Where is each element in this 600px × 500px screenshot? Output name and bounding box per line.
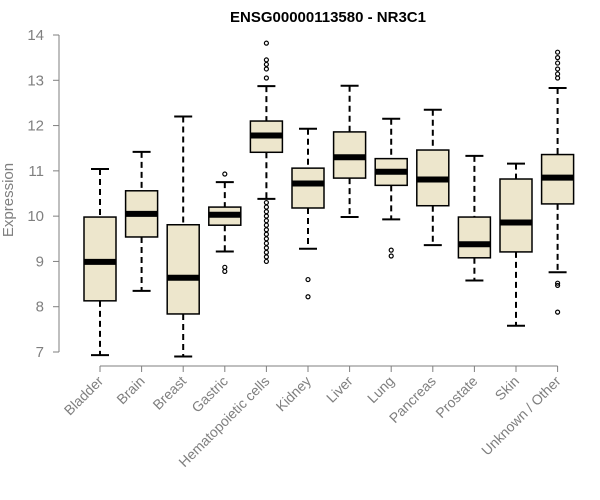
outlier-point (263, 61, 269, 68)
y-tick-label: 8 (36, 299, 44, 316)
outlier-point (222, 171, 228, 177)
outlier-point (263, 249, 269, 255)
box-prostate (457, 154, 492, 282)
outlier-point (222, 268, 228, 274)
y-tick-label: 11 (28, 163, 44, 180)
outlier-point (554, 60, 561, 66)
x-tick-label: Unknown / Other (478, 373, 564, 459)
outlier-point (554, 49, 561, 55)
outlier-point (554, 282, 561, 289)
outlier-point (263, 66, 269, 72)
outlier-point (263, 231, 269, 237)
outlier-point (263, 199, 269, 206)
iqr-box (457, 216, 492, 259)
outlier-point (263, 258, 269, 265)
outlier-point (305, 276, 311, 283)
y-tick-label: 14 (27, 27, 44, 44)
box-kidney (291, 127, 325, 300)
outlier-point (263, 236, 269, 242)
outlier-point (263, 240, 269, 246)
box-unknown-other (540, 49, 575, 315)
y-tick-label: 9 (36, 253, 44, 270)
outlier-point (263, 204, 269, 210)
outlier-point (554, 280, 561, 286)
outlier-point (554, 75, 561, 81)
outlier-point (263, 213, 269, 219)
outlier-point (305, 294, 311, 300)
outlier-point (263, 222, 269, 228)
box-gastric (208, 171, 242, 274)
x-tick-label: Bladder (61, 373, 107, 419)
x-tick-label: Prostate (432, 373, 480, 421)
box-brain (124, 150, 159, 292)
boxes-group (83, 40, 575, 358)
outlier-point (263, 40, 269, 46)
y-tick-label: 13 (27, 72, 44, 89)
y-axis: 7 8 9 10 11 12 13 14 (27, 27, 60, 361)
outlier-point (263, 218, 269, 224)
box-lung (374, 117, 408, 259)
box-pancreas (416, 108, 450, 247)
box-breast (166, 115, 200, 358)
x-tick-label: Breast (149, 373, 189, 413)
y-tick-label: 7 (36, 344, 44, 361)
iqr-box (499, 178, 533, 253)
outlier-point (222, 264, 228, 270)
x-tick-label: Lung (364, 373, 397, 406)
y-tick-label: 10 (27, 208, 44, 225)
outlier-point (263, 245, 269, 251)
outlier-point (263, 254, 269, 260)
box-liver (332, 84, 367, 219)
x-tick-label: Liver (323, 373, 356, 406)
box-bladder (83, 168, 117, 357)
outlier-point (263, 75, 269, 81)
outlier-point (263, 209, 269, 215)
x-tick-label: Brain (113, 373, 147, 407)
box-hematopoietic-cells (249, 40, 284, 265)
outlier-point (388, 247, 394, 253)
y-axis-label: Expression (0, 163, 17, 237)
outlier-point (388, 253, 394, 259)
outlier-point (554, 71, 561, 77)
y-tick-label: 12 (27, 118, 44, 135)
outlier-point (263, 227, 269, 233)
outlier-point (263, 57, 269, 63)
outlier-point (554, 309, 561, 315)
outlier-point (554, 55, 561, 61)
chart-title: ENSG00000113580 - NR3C1 (230, 9, 426, 26)
iqr-box (291, 167, 325, 209)
box-skin (499, 162, 533, 327)
x-tick-label: Kidney (273, 373, 315, 415)
iqr-box (166, 223, 200, 315)
x-tick-label: Skin (492, 373, 523, 404)
outlier-point (554, 66, 561, 72)
